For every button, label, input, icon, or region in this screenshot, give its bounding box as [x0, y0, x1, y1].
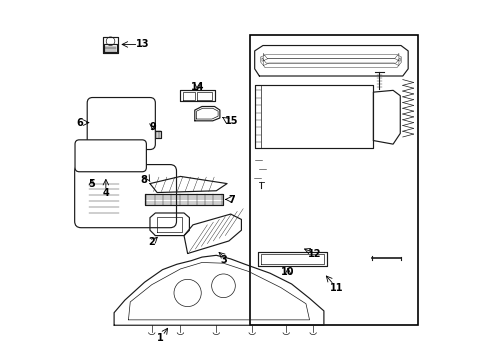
FancyBboxPatch shape [87, 98, 155, 149]
FancyBboxPatch shape [74, 165, 176, 228]
Bar [344, 231, 360, 244]
Text: 6: 6 [76, 118, 83, 128]
Bar [350, 132, 368, 142]
Bar [262, 119, 279, 129]
Text: 7: 7 [229, 195, 236, 205]
Text: 5: 5 [89, 179, 95, 189]
FancyBboxPatch shape [121, 175, 162, 220]
Bar [284, 105, 301, 115]
Bar [263, 231, 278, 244]
Bar [304, 231, 319, 244]
FancyBboxPatch shape [75, 140, 147, 172]
Text: 4: 4 [102, 188, 109, 198]
Bar [283, 195, 298, 208]
Text: 1: 1 [157, 333, 164, 343]
FancyBboxPatch shape [255, 183, 371, 251]
Bar [306, 132, 323, 142]
Bar [283, 231, 298, 244]
Bar [262, 132, 279, 142]
Bar [324, 195, 339, 208]
Bar [350, 105, 368, 115]
Bar [306, 105, 323, 115]
Bar [344, 213, 360, 226]
Text: 11: 11 [330, 283, 343, 293]
Bar [250, 35, 418, 325]
FancyBboxPatch shape [84, 175, 125, 220]
Bar [328, 105, 345, 115]
Text: 8: 8 [141, 175, 147, 185]
Bar [284, 119, 301, 129]
Bar [304, 213, 319, 226]
Bar [344, 195, 360, 208]
Text: 15: 15 [224, 116, 238, 126]
Bar [324, 231, 339, 244]
Bar [284, 91, 301, 102]
Bar [306, 91, 323, 102]
Text: 10: 10 [281, 267, 295, 277]
Text: 3: 3 [220, 255, 227, 265]
Bar [263, 213, 278, 226]
Text: 9: 9 [149, 122, 156, 132]
Bar [262, 91, 279, 102]
Bar [324, 213, 339, 226]
Bar [328, 119, 345, 129]
Text: 12: 12 [308, 248, 321, 258]
Bar [350, 91, 368, 102]
Bar [350, 119, 368, 129]
Bar [328, 91, 345, 102]
Text: 14: 14 [191, 82, 204, 92]
Text: 2: 2 [148, 237, 155, 247]
Bar [328, 132, 345, 142]
Bar [262, 105, 279, 115]
Bar [284, 132, 301, 142]
Bar [304, 195, 319, 208]
Bar [306, 119, 323, 129]
Text: 13: 13 [136, 40, 149, 49]
Bar [283, 213, 298, 226]
Bar [263, 195, 278, 208]
